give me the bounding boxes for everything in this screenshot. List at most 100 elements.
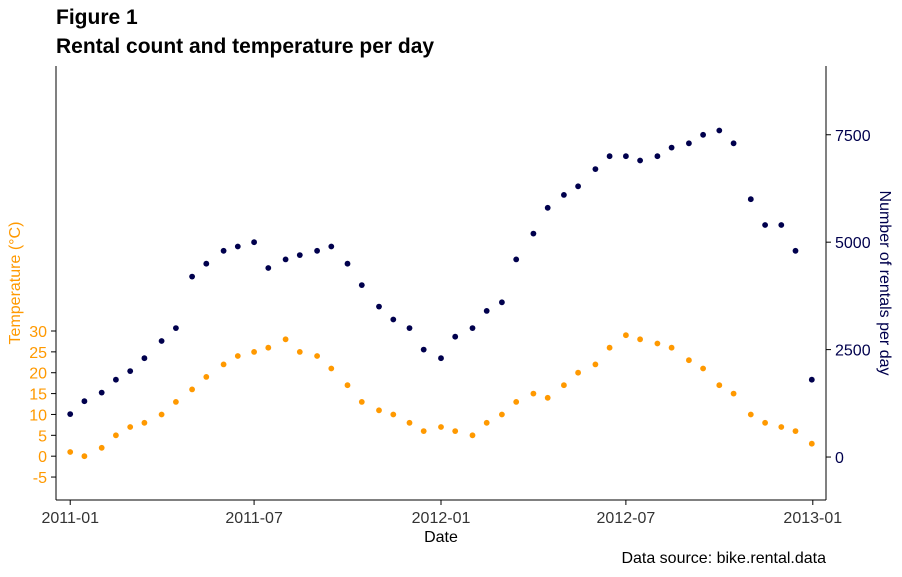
rental-point xyxy=(420,346,427,353)
temperature-point xyxy=(390,411,397,418)
rental-point xyxy=(67,411,74,417)
temperature-point xyxy=(592,361,599,368)
rental-point xyxy=(654,153,661,160)
rental-point xyxy=(314,247,320,254)
left-tick-label: 15 xyxy=(29,387,47,404)
rental-point xyxy=(358,282,365,288)
rental-point xyxy=(483,308,490,314)
x-axis-title: Date xyxy=(424,529,458,546)
x-tick-label: 2011-07 xyxy=(225,510,283,527)
rental-point xyxy=(747,196,754,203)
rental-point xyxy=(700,131,706,138)
temperature-point xyxy=(98,444,105,451)
chart-points xyxy=(67,127,815,460)
rental-point xyxy=(81,398,88,405)
temperature-point xyxy=(328,365,335,372)
left-tick-label: 20 xyxy=(29,366,47,383)
temperature-point xyxy=(358,399,365,405)
left-tick-label: 10 xyxy=(29,407,47,424)
x-axis-ticks: 2011-01 2011-07 2012-01 2012-07 2013-01 xyxy=(41,500,842,527)
rental-point xyxy=(189,273,196,280)
temperature-point xyxy=(420,428,427,434)
temperature-point xyxy=(654,340,661,347)
rental-point xyxy=(808,376,815,383)
left-tick-label: 5 xyxy=(38,428,47,445)
temperature-point xyxy=(220,361,227,368)
x-tick-label: 2013-01 xyxy=(783,510,842,527)
rental-point xyxy=(606,153,613,160)
temperature-point xyxy=(344,382,351,389)
left-axis-title: Temperature (°C) xyxy=(7,222,24,345)
rental-point xyxy=(668,144,675,151)
temperature-point xyxy=(251,349,257,355)
right-axis-ticks: 0 2500 5000 7500 xyxy=(826,128,871,467)
temperature-point xyxy=(762,419,768,426)
rental-point xyxy=(592,166,599,173)
rental-point xyxy=(438,355,444,362)
right-axis-title: Number of rentals per day xyxy=(876,191,893,376)
right-tick-label: 0 xyxy=(835,450,844,467)
rental-point xyxy=(282,256,289,263)
temperature-point xyxy=(173,399,179,405)
rental-point xyxy=(296,252,303,258)
rental-point xyxy=(686,140,692,147)
rental-point xyxy=(792,247,799,254)
rental-point xyxy=(203,260,210,267)
temperature-point xyxy=(606,344,613,351)
chart-title: Rental count and temperature per day xyxy=(56,35,435,58)
temperature-point xyxy=(67,449,74,455)
temperature-point xyxy=(314,353,320,359)
left-tick-label: 30 xyxy=(29,324,47,341)
caption: Data source: bike.rental.data xyxy=(621,550,826,567)
temperature-point xyxy=(716,382,723,389)
rental-point xyxy=(716,127,723,134)
rental-point xyxy=(530,230,537,237)
temperature-point xyxy=(747,411,754,418)
temperature-point xyxy=(296,349,303,355)
left-tick-label: 25 xyxy=(29,345,47,362)
rental-point xyxy=(513,256,520,263)
left-tick-label: 0 xyxy=(38,449,47,466)
rental-point xyxy=(623,153,629,160)
rental-point xyxy=(328,243,335,250)
rental-point xyxy=(265,265,272,271)
rental-point xyxy=(376,303,382,310)
temperature-point xyxy=(483,419,490,426)
rental-point xyxy=(220,247,227,254)
right-tick-label: 2500 xyxy=(835,343,871,360)
temperature-point xyxy=(530,390,537,397)
temperature-point xyxy=(469,432,476,439)
temperature-point xyxy=(189,386,196,393)
temperature-point xyxy=(234,353,241,359)
temperature-point xyxy=(265,344,272,351)
rental-point xyxy=(98,389,105,396)
rental-point xyxy=(173,325,179,331)
right-tick-label: 5000 xyxy=(835,235,871,252)
rental-point xyxy=(561,192,567,198)
temperature-point xyxy=(700,365,706,372)
x-tick-label: 2012-07 xyxy=(597,510,656,527)
temperature-point xyxy=(158,411,165,418)
rental-point xyxy=(390,316,397,323)
rental-point xyxy=(141,355,148,362)
rental-point xyxy=(730,140,737,147)
temperature-point xyxy=(808,440,815,447)
temperature-point xyxy=(113,432,119,439)
temperature-point xyxy=(778,424,785,430)
temperature-point xyxy=(623,332,629,339)
temperature-point xyxy=(730,390,737,397)
rental-point xyxy=(575,183,581,190)
temperature-point xyxy=(686,357,692,364)
temperature-point xyxy=(203,374,210,380)
rental-point xyxy=(251,239,257,246)
rental-point xyxy=(778,222,785,228)
rental-point xyxy=(762,222,768,228)
rental-point xyxy=(406,325,413,331)
temperature-point xyxy=(668,344,675,351)
temperature-point xyxy=(792,428,799,434)
figure-number: Figure 1 xyxy=(56,6,138,29)
temperature-point xyxy=(376,407,382,414)
temperature-point xyxy=(575,369,581,376)
temperature-point xyxy=(438,424,444,430)
